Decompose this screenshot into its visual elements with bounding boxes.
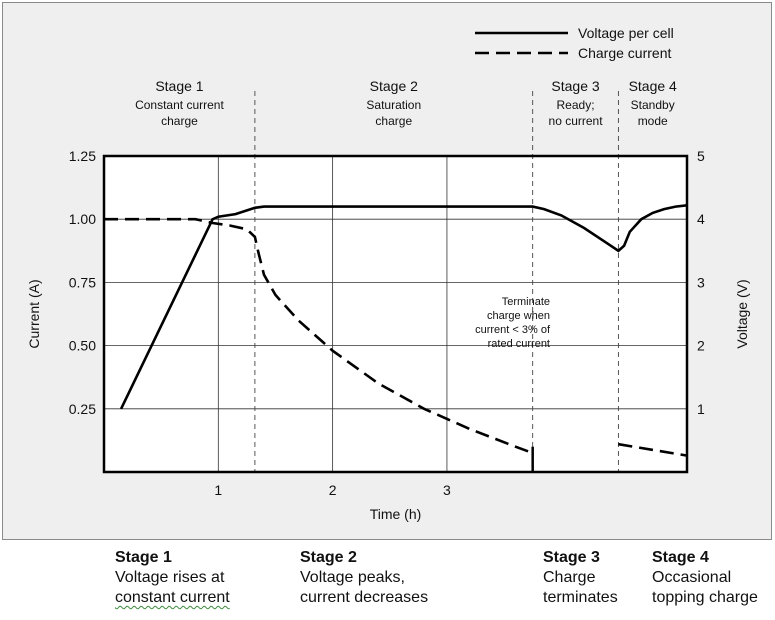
legend-label-2: Charge current — [578, 45, 671, 61]
plot-frame — [102, 154, 689, 474]
y-left-tick-label-5: 1.25 — [69, 148, 96, 164]
stage-1-header: Stage 1 — [155, 78, 203, 94]
y-left-tick-label-4: 1.00 — [69, 211, 96, 227]
stage-3-header: Stage 3 — [551, 78, 599, 94]
caption-stage-3-title: Stage 3 — [543, 549, 600, 566]
y-right-tick-label-1: 1 — [697, 401, 705, 417]
y-left-tick-label-2: 0.50 — [69, 338, 96, 354]
caption-stage-4-title: Stage 4 — [652, 549, 709, 566]
stage-2-desc-line1: Saturation — [366, 98, 421, 112]
y-right-tick-label-4: 4 — [697, 211, 705, 227]
stage-3-desc-line1: Ready; — [557, 98, 595, 112]
caption-stage-4-line2: topping charge — [652, 589, 758, 606]
annotation-line-4: rated current — [488, 338, 550, 350]
caption-stage-4-line1: Occasional — [652, 569, 732, 586]
plot-area — [104, 156, 687, 472]
charging-stages-chart: 1 2 3 0.25 0.50 0.75 1.00 1.25 1 2 3 4 5 Time (h) Curr… — [26, 25, 750, 522]
stage-1-desc-line1: Constant current — [135, 98, 224, 112]
y-left-tick-label-3: 0.75 — [69, 274, 96, 290]
caption-stage-2-line2: current decreases — [300, 589, 429, 606]
annotation-line-2: charge when — [487, 310, 550, 322]
y-right-tick-label-5: 5 — [697, 148, 705, 164]
annotation-line-1: Terminate — [502, 296, 550, 308]
caption-stage-1-title: Stage 1 — [115, 549, 172, 566]
series-charge-current-segment-2 — [618, 442, 688, 457]
stage-3-desc-line2: no current — [549, 114, 604, 128]
caption-stage-3-line1: Charge — [543, 569, 596, 586]
x-tick-label-1: 1 — [214, 482, 222, 498]
stage-2-header: Stage 2 — [370, 78, 418, 94]
legend-label-1: Voltage per cell — [578, 25, 674, 41]
caption-stage-2: Stage 2 Voltage peaks, current decreases — [300, 548, 428, 608]
caption-stage-3: Stage 3 Charge terminates — [543, 548, 618, 608]
caption-stage-4: Stage 4 Occasional topping charge — [652, 548, 758, 608]
caption-stage-1: Stage 1 Voltage rises at constant curren… — [115, 548, 230, 608]
caption-stage-2-line1: Voltage peaks, — [300, 569, 405, 586]
y-right-axis-label: Voltage (V) — [734, 279, 750, 348]
x-tick-label-2: 2 — [329, 482, 337, 498]
series-charge-current-segment-1 — [104, 217, 534, 455]
y-left-axis-label: Current (A) — [26, 279, 42, 348]
caption-stage-2-title: Stage 2 — [300, 549, 357, 566]
stage-4-desc-line2: mode — [638, 114, 668, 128]
annotation-line-3: current < 3% of — [475, 324, 551, 336]
x-tick-label-3: 3 — [443, 482, 451, 498]
caption-stage-1-line1: Voltage rises at — [115, 569, 225, 586]
caption-stage-1-line2: constant current — [115, 589, 230, 606]
y-right-tick-label-3: 3 — [697, 274, 705, 290]
stage-4-header: Stage 4 — [629, 78, 677, 94]
stage-captions: Stage 1 Voltage rises at constant curren… — [0, 548, 775, 620]
stage-4-desc-line1: Standby — [631, 98, 675, 112]
caption-stage-3-line2: terminates — [543, 589, 618, 606]
x-axis-label: Time (h) — [370, 506, 422, 522]
series-voltage-per-cell-line — [119, 204, 688, 410]
y-left-tick-label-1: 0.25 — [69, 401, 96, 417]
y-right-tick-label-2: 2 — [697, 338, 705, 354]
chart-panel: 1 2 3 0.25 0.50 0.75 1.00 1.25 1 2 3 4 5 Time (h) Curr… — [2, 2, 772, 540]
stage-2-desc-line2: charge — [375, 114, 412, 128]
stage-1-desc-line2: charge — [161, 114, 198, 128]
